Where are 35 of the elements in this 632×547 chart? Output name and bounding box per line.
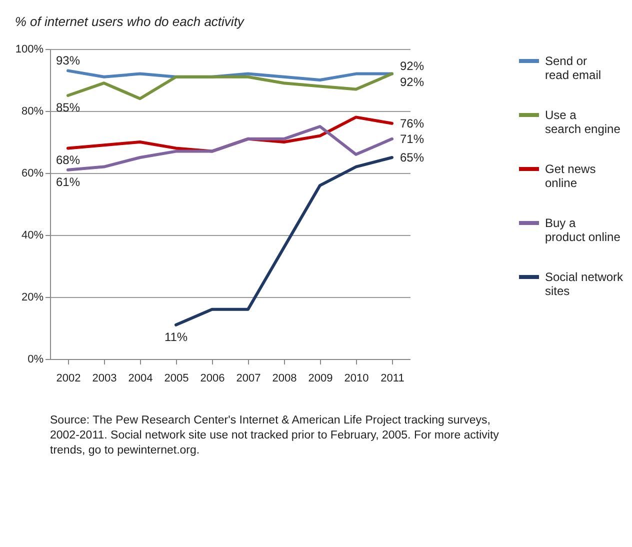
data-label: 93% [56, 54, 80, 68]
x-tick-label: 2004 [128, 372, 153, 384]
y-tick-label: 80% [21, 106, 44, 118]
data-label: 92% [400, 74, 424, 89]
x-tick-label: 2007 [236, 372, 261, 384]
x-tick-label: 2003 [92, 372, 117, 384]
legend-label: Social network sites [545, 270, 624, 298]
data-label: 85% [56, 100, 80, 114]
y-tick-label: 100% [15, 44, 44, 56]
legend-label: Send or read email [545, 54, 602, 82]
line-series [66, 72, 394, 100]
x-tick-label: 2010 [344, 372, 369, 384]
data-label: 68% [56, 153, 80, 168]
data-label: 76% [400, 116, 424, 130]
x-tick-label: 2005 [164, 372, 189, 384]
chart-title: % of internet users who do each activity [14, 14, 246, 29]
x-tick-label: 2008 [272, 372, 297, 384]
x-tick-label: 2009 [308, 372, 333, 384]
y-tick-label: 0% [28, 354, 44, 366]
legend-label: Buy a product online [545, 216, 621, 244]
data-label: 71% [400, 132, 424, 146]
data-label: 61% [56, 174, 80, 189]
legend-label: Get news online [545, 162, 596, 190]
data-label: 11% [164, 330, 188, 344]
y-tick-label: 60% [21, 168, 44, 180]
y-tick-label: 20% [21, 292, 44, 304]
data-label: 92% [400, 58, 424, 73]
data-label: 65% [400, 150, 424, 164]
x-tick-label: 2011 [380, 372, 404, 384]
line-series [174, 156, 394, 326]
x-tick-label: 2006 [200, 372, 225, 384]
y-tick-label: 40% [21, 230, 44, 242]
source-note: Source: The Pew Research Center's Internet & American Life Project tracking surveys, 2002-2011. Social network site use not tracked prior to February, 2005. For more activity trends, go to pewinternet.org. [50, 414, 500, 456]
legend-label: Use a search engine [545, 108, 621, 136]
x-tick-label: 2002 [56, 372, 81, 384]
